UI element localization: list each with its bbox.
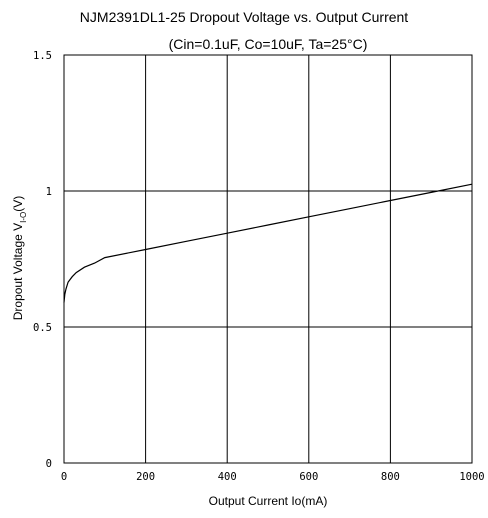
x-tick-label: 600 [299, 471, 318, 483]
y-axis-label-main: Dropout Voltage V [11, 223, 25, 320]
y-axis-label-unit: (V) [11, 196, 25, 212]
x-tick-label: 0 [61, 471, 67, 483]
plot-frame [63, 54, 473, 464]
y-tick-label: 1.5 [33, 50, 52, 62]
y-tick-label: 1 [46, 186, 52, 198]
x-axis-label: Output Current Io(mA) [209, 494, 328, 508]
series-layer [63, 183, 473, 303]
series-line [63, 183, 473, 303]
y-tick-label: 0.5 [33, 322, 52, 334]
x-tick-label: 800 [381, 471, 400, 483]
y-axis-label-subscript: I-O [19, 212, 28, 223]
x-tick-label: 1000 [459, 471, 484, 483]
x-tick-label: 400 [218, 471, 237, 483]
y-tick-label: 0 [46, 458, 52, 470]
chart-title: NJM2391DL1-25 Dropout Voltage vs. Output… [80, 9, 409, 25]
y-axis-label: Dropout Voltage VI-O(V) [11, 196, 28, 321]
grid [64, 55, 472, 463]
x-tick-label: 200 [136, 471, 155, 483]
chart-subtitle: (Cin=0.1uF, Co=10uF, Ta=25°C) [169, 36, 368, 52]
tick-labels: 0 200 400 600 800 1000 0 0.5 1 1.5 [33, 50, 485, 483]
